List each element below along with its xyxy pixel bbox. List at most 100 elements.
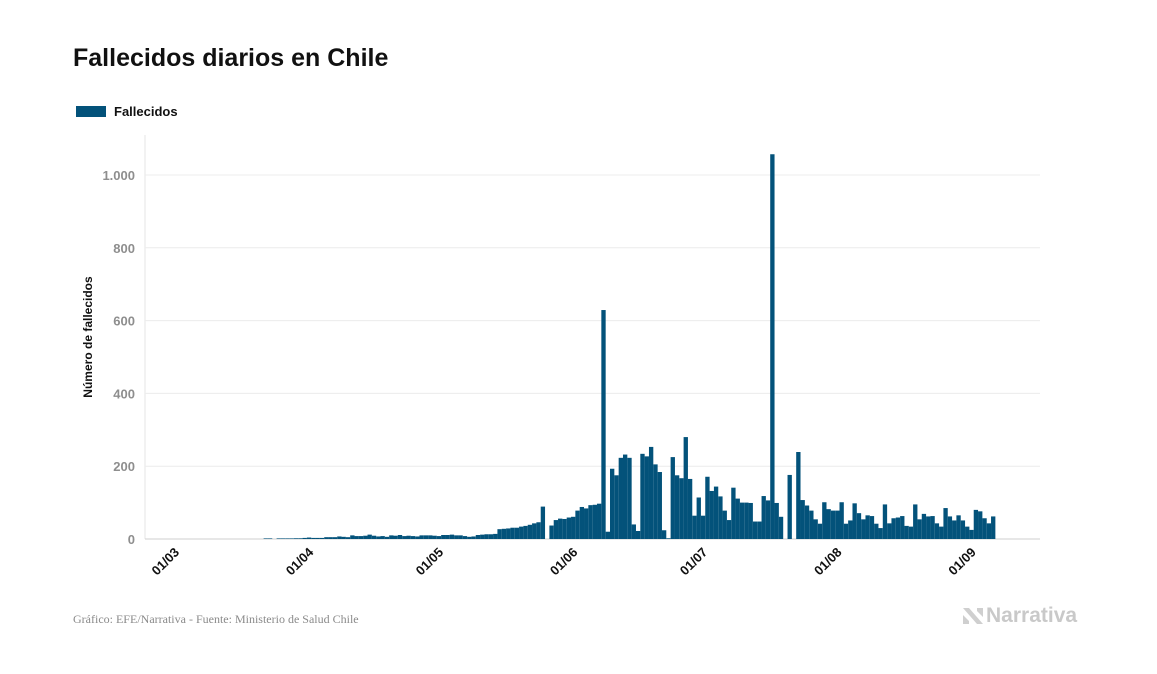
bar — [848, 520, 853, 539]
bar — [367, 534, 372, 539]
bar — [471, 536, 476, 539]
bar — [822, 502, 827, 539]
bar — [900, 516, 905, 539]
logo-text: Narrativa — [986, 604, 1078, 627]
bar — [887, 523, 892, 539]
bar — [454, 535, 459, 539]
bar — [419, 535, 424, 539]
bar — [501, 528, 507, 539]
bar — [540, 506, 546, 539]
bar — [744, 502, 749, 539]
bar — [622, 454, 628, 539]
y-axis-label: Número de fallecidos — [81, 276, 95, 398]
bar — [506, 528, 511, 539]
bar — [627, 457, 632, 539]
y-tick-label: 800 — [113, 241, 135, 256]
bar — [735, 498, 740, 539]
bar — [311, 537, 316, 539]
bar — [605, 531, 610, 539]
bar — [713, 486, 719, 539]
bar — [761, 496, 766, 539]
bar — [415, 536, 420, 539]
bar — [432, 535, 437, 539]
bar — [882, 504, 888, 539]
source-note: Gráfico: EFE/Narrativa - Fuente: Ministe… — [73, 612, 359, 626]
bar — [670, 457, 675, 539]
bar — [441, 535, 446, 539]
bar — [804, 505, 810, 539]
bar — [510, 527, 515, 539]
bar — [839, 502, 844, 539]
x-tick-label: 01/09 — [945, 545, 979, 579]
bar — [285, 538, 290, 539]
bar — [843, 523, 849, 539]
bar — [913, 504, 918, 539]
bar — [653, 464, 658, 539]
bar — [280, 538, 286, 539]
bar — [856, 513, 862, 539]
bar — [947, 516, 953, 539]
bar — [687, 478, 693, 539]
bar — [597, 503, 602, 539]
bar — [298, 538, 303, 539]
bar — [934, 523, 940, 539]
bar — [696, 497, 701, 539]
bar — [657, 472, 662, 539]
bar — [956, 515, 961, 539]
legend: Fallecidos — [76, 104, 178, 119]
bar — [765, 500, 771, 539]
bar — [553, 520, 559, 539]
bar — [635, 530, 641, 539]
bar — [601, 310, 606, 539]
bar — [809, 510, 814, 539]
bar — [358, 536, 364, 539]
bar — [731, 487, 736, 539]
y-tick-label: 400 — [113, 386, 135, 401]
bar — [644, 456, 649, 539]
bar — [315, 537, 320, 539]
bar — [436, 536, 442, 539]
bar — [939, 526, 944, 539]
bar — [462, 536, 468, 539]
bar — [943, 508, 948, 539]
y-tick-label: 600 — [113, 314, 135, 329]
bar — [380, 536, 385, 539]
bar — [917, 519, 922, 539]
bar — [571, 516, 576, 539]
bar — [796, 452, 801, 539]
bar — [345, 537, 351, 539]
bar — [800, 500, 805, 539]
narrativa-logo-icon — [963, 608, 983, 624]
bar — [493, 533, 498, 539]
bar — [895, 517, 901, 539]
narrativa-logo: Narrativa — [962, 604, 1077, 628]
bar — [523, 525, 528, 539]
bar — [718, 496, 723, 539]
bar — [631, 524, 636, 539]
bar — [445, 535, 450, 539]
bar — [700, 515, 706, 539]
bar — [748, 502, 753, 539]
chart-title: Fallecidos diarios en Chile — [73, 44, 389, 72]
bar — [293, 538, 299, 539]
bar — [488, 534, 494, 539]
bar — [973, 509, 979, 539]
bar — [267, 538, 273, 539]
bar — [969, 529, 974, 539]
bar — [354, 536, 359, 539]
bar — [852, 503, 857, 539]
bar — [709, 490, 714, 539]
bar — [363, 535, 368, 539]
bar — [350, 535, 355, 539]
bar — [960, 520, 966, 539]
bar — [991, 516, 996, 539]
bar — [458, 535, 463, 539]
bar — [930, 516, 935, 539]
bar — [549, 525, 554, 539]
bar — [826, 509, 831, 539]
bar — [584, 508, 589, 539]
bar — [397, 535, 403, 539]
bar — [830, 510, 836, 539]
bar — [904, 525, 909, 539]
bar — [575, 510, 580, 539]
